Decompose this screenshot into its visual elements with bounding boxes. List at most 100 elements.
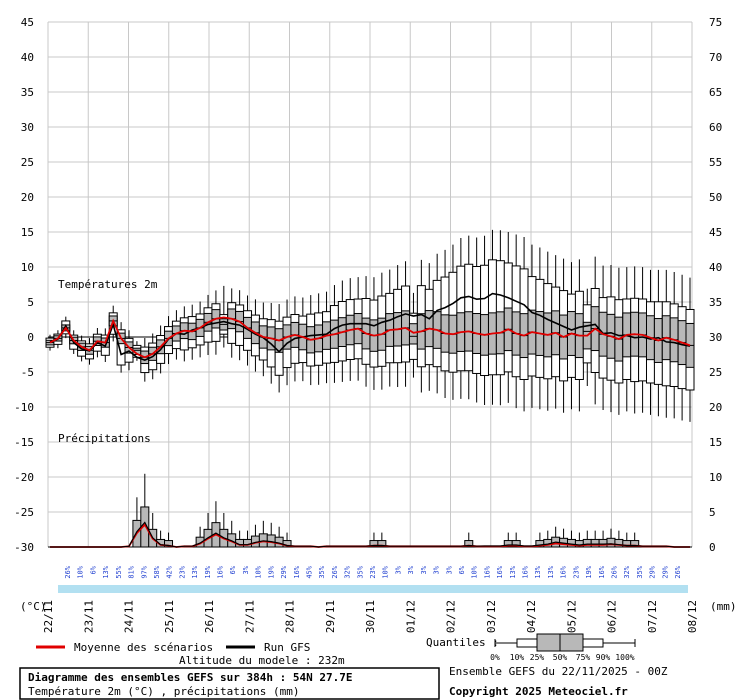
precip-probability: 19% <box>204 565 212 578</box>
quantiles-label: Quantiles : <box>426 636 499 649</box>
x-tick-label: 08/12 <box>686 600 699 633</box>
x-tick-label: 28/11 <box>284 600 297 633</box>
precip-probability: 13% <box>547 565 555 578</box>
precip-probability: 3% <box>407 565 415 574</box>
precip-probability: 29% <box>661 565 669 578</box>
left-tick-label: 0 <box>27 331 34 344</box>
left-tick-label: -25 <box>14 506 34 519</box>
x-axis-labels: 22/11 23/11 24/11 25/11 26/11 27/11 28/11 29/11… <box>42 600 699 633</box>
x-tick-label: 27/11 <box>243 600 256 633</box>
x-tick-label: 23/11 <box>82 600 95 633</box>
precip-probability: 26% <box>331 565 339 578</box>
precip-probability: 16% <box>598 565 606 578</box>
quantile-mark: 25% <box>530 653 545 662</box>
precip-probability: 6% <box>89 565 97 574</box>
precip-probability: 13% <box>534 565 542 578</box>
precip-probability: 10% <box>471 565 479 578</box>
snow-band <box>58 585 688 593</box>
run-precip-line <box>50 521 690 548</box>
left-tick-label: 5 <box>27 296 34 309</box>
precip-probability: 26% <box>674 565 682 578</box>
precip-probability: 3% <box>433 565 441 574</box>
unit-left: (°C) <box>20 600 47 613</box>
legend: Moyenne des scénarios Run GFS Altitude d… <box>36 641 345 667</box>
precip-probability: 10% <box>255 565 263 578</box>
x-tick-label: 29/11 <box>324 600 337 633</box>
x-tick-label: 07/12 <box>646 600 659 633</box>
quantile-box-75-90 <box>582 638 604 648</box>
precip-probability: 19% <box>267 565 275 578</box>
copyright: Copyright 2025 Meteociel.fr <box>449 685 628 698</box>
right-tick-label: 75 <box>709 16 722 29</box>
precip-prob-band: 26% 10% 6% 13% 55% 81% 97% 58% 42% 23% 13% 19% 16% 6%… <box>58 565 688 593</box>
x-tick-label: 30/11 <box>364 600 377 633</box>
x-tick-label: 03/12 <box>485 600 498 633</box>
precip-probability: 45% <box>305 565 313 578</box>
precip-section-label: Précipitations <box>58 432 151 445</box>
right-tick-label: 40 <box>709 261 722 274</box>
precip-probability: 16% <box>217 565 225 578</box>
chart-title: Diagramme des ensembles GEFS sur 384h : … <box>28 671 353 684</box>
series-lines <box>49 292 691 548</box>
right-tick-label: 25 <box>709 366 722 379</box>
right-tick-label: 65 <box>709 86 722 99</box>
precip-probability: 16% <box>496 565 504 578</box>
precip-probability: 10% <box>77 565 85 578</box>
quantile-mark: 100% <box>615 653 634 662</box>
precip-probability: 3% <box>242 565 250 574</box>
precip-box <box>590 538 600 548</box>
precip-probability: 13% <box>191 565 199 578</box>
legend-run-label: Run GFS <box>264 641 310 654</box>
precip-box <box>464 540 474 548</box>
unit-right: (mm) <box>710 600 737 613</box>
precip-box <box>164 540 174 548</box>
precip-probability: 35% <box>318 565 326 578</box>
precip-probability: 16% <box>560 565 568 578</box>
x-tick-label: 22/11 <box>42 600 55 633</box>
right-tick-label: 60 <box>709 121 722 134</box>
left-tick-label: 45 <box>21 16 34 29</box>
right-tick-label: 35 <box>709 296 722 309</box>
left-tick-label: -20 <box>14 471 34 484</box>
right-tick-label: 20 <box>709 401 722 414</box>
left-tick-label: 15 <box>21 226 34 239</box>
precip-probability: 13% <box>509 565 517 578</box>
x-tick-label: 06/12 <box>606 600 619 633</box>
run-temperature-line <box>49 292 691 361</box>
x-tick-label: 04/12 <box>525 600 538 633</box>
right-tick-label: 0 <box>709 541 716 554</box>
right-tick-label: 50 <box>709 191 722 204</box>
right-tick-label: 55 <box>709 156 722 169</box>
precip-probability: 97% <box>140 565 148 578</box>
precip-probability: 55% <box>115 565 123 578</box>
title-frame <box>19 667 440 700</box>
temp-section-label: Températures 2m <box>58 278 158 291</box>
precip-probability: 26% <box>610 565 618 578</box>
left-tick-label: 25 <box>21 156 34 169</box>
box-iqr <box>408 323 418 345</box>
left-tick-label: -10 <box>14 401 34 414</box>
quantile-mark: 10% <box>510 653 525 662</box>
precip-probability: 35% <box>636 565 644 578</box>
left-axis-ticks: 45 40 35 30 25 20 15 10 5 0 -5 -10 -15 -20 -25 -30 <box>14 16 34 554</box>
right-tick-label: 15 <box>709 436 722 449</box>
x-tick-label: 01/12 <box>404 600 417 633</box>
left-tick-label: 35 <box>21 86 34 99</box>
precip-probability: 26% <box>64 565 72 578</box>
precip-probability: 29% <box>280 565 288 578</box>
precip-probability: 3% <box>420 565 428 574</box>
mean-temperature-line <box>49 316 691 359</box>
quantile-mark: 90% <box>596 653 611 662</box>
precip-box <box>630 540 640 548</box>
left-tick-label: -5 <box>21 366 34 379</box>
left-tick-label: 40 <box>21 51 34 64</box>
precip-probability: 6% <box>229 565 237 574</box>
title-box: Diagramme des ensembles GEFS sur 384h : … <box>19 667 440 700</box>
left-tick-label: -15 <box>14 436 34 449</box>
right-tick-label: 5 <box>709 506 716 519</box>
precip-probability: 29% <box>649 565 657 578</box>
precip-probability: 3% <box>394 565 402 574</box>
quantile-mark: 0% <box>490 653 500 662</box>
